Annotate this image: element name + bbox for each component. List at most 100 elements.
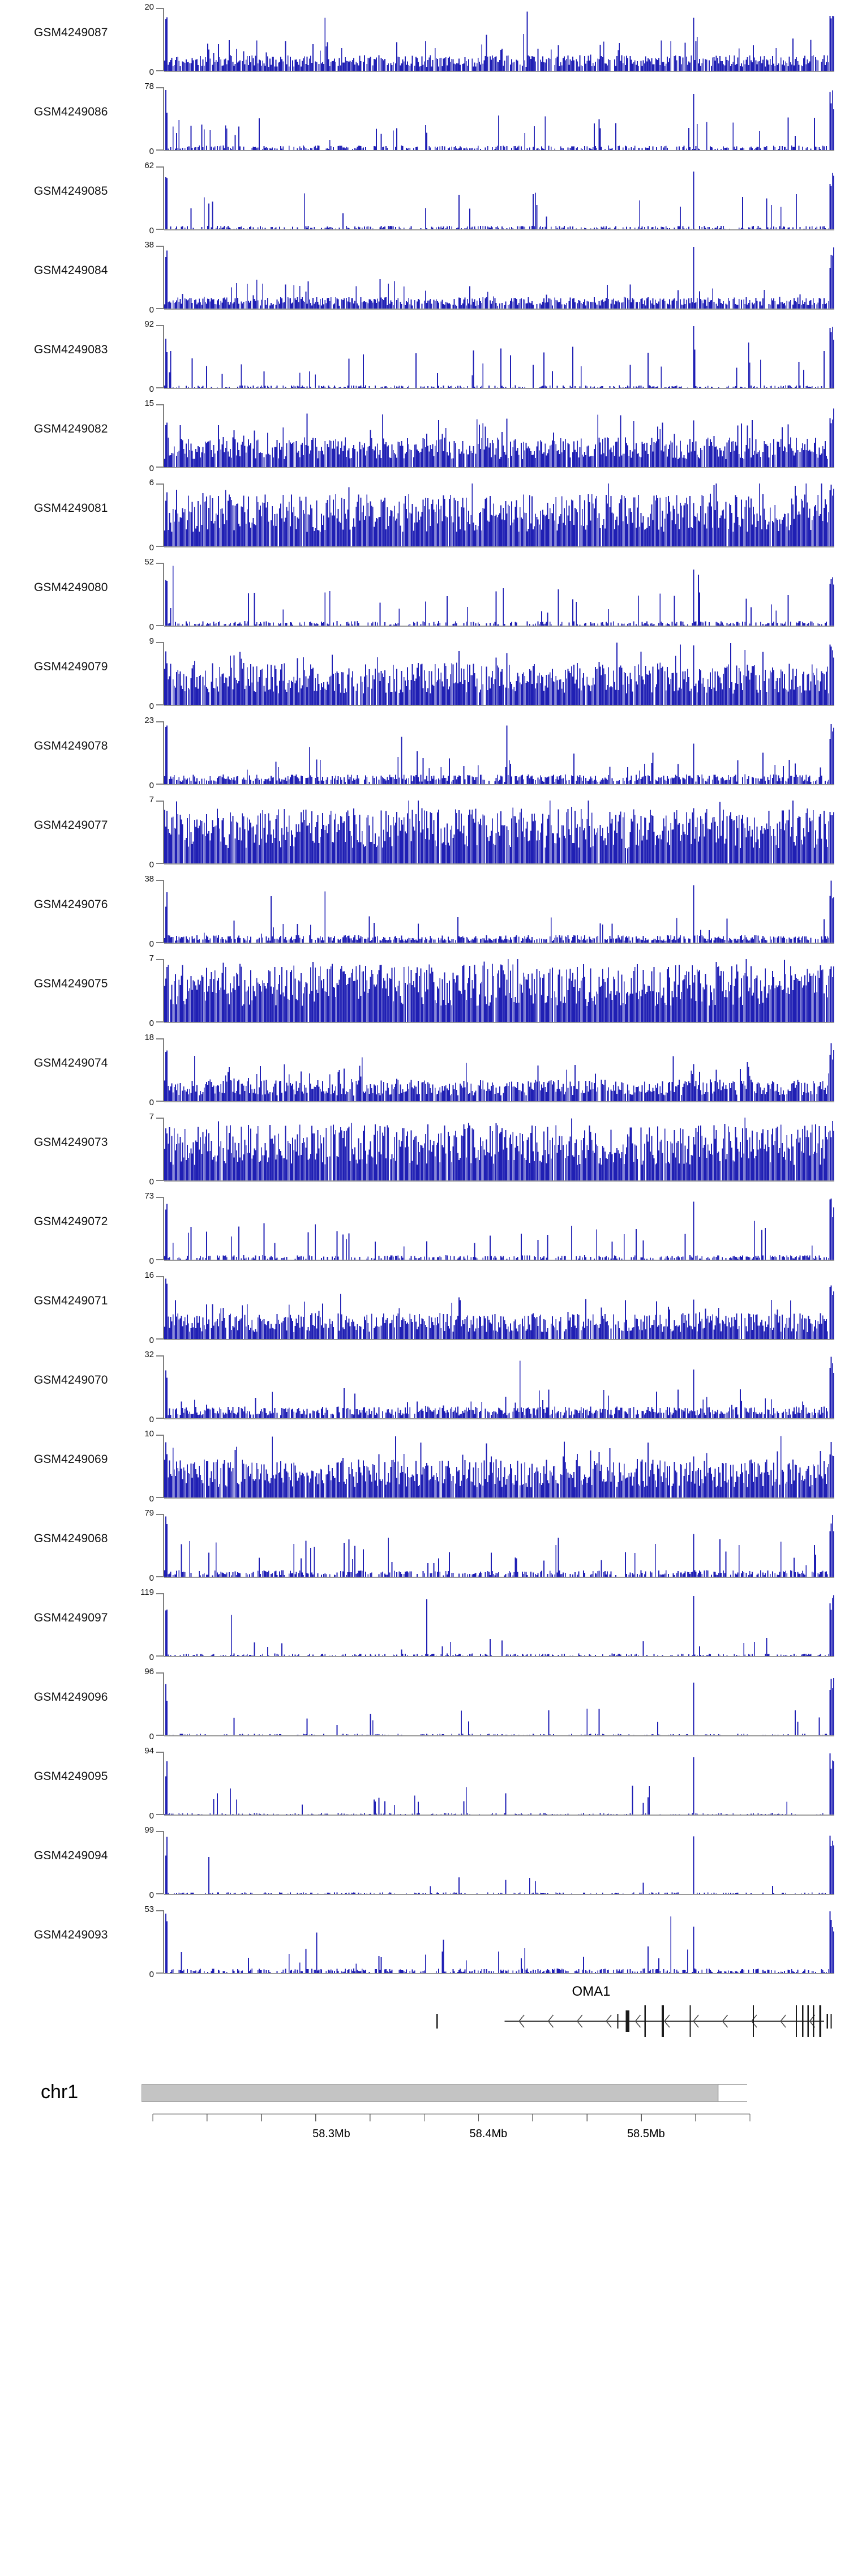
coverage-plot[interactable] (164, 959, 834, 1022)
axis-min-value: 0 (149, 1336, 154, 1345)
axis-tick-min (156, 546, 164, 547)
ruler-tick-label: 58.4Mb (469, 2128, 508, 2140)
coverage-track[interactable]: GSM4249082 15 0 (0, 396, 849, 476)
axis-max-value: 62 (144, 161, 154, 170)
track-sample-label: GSM4249069 (34, 1453, 108, 1466)
track-baseline (164, 150, 834, 151)
axis-min-value: 0 (149, 1256, 154, 1266)
axis-line (163, 1593, 164, 1657)
coverage-track[interactable]: GSM4249094 99 0 (0, 1823, 849, 1902)
coverage-track[interactable]: GSM4249096 96 0 (0, 1664, 849, 1744)
axis-line (163, 483, 164, 547)
coverage-plot[interactable] (164, 1910, 834, 1974)
track-baseline (164, 1577, 834, 1578)
coverage-plot[interactable] (164, 1831, 834, 1894)
track-sample-label: GSM4249084 (34, 264, 108, 277)
coverage-track[interactable]: GSM4249076 38 0 (0, 872, 849, 951)
coverage-plot[interactable] (164, 1038, 834, 1102)
coverage-track[interactable]: GSM4249071 16 0 (0, 1268, 849, 1347)
track-y-axis: 73 0 (144, 1191, 164, 1266)
coverage-plot[interactable] (164, 1514, 834, 1577)
track-y-axis: 38 0 (144, 240, 164, 315)
track-baseline (164, 71, 834, 72)
coverage-plot[interactable] (164, 1197, 834, 1260)
coverage-track[interactable]: GSM4249081 6 0 (0, 476, 849, 555)
coverage-plot[interactable] (164, 404, 834, 468)
coverage-track[interactable]: GSM4249073 7 0 (0, 1110, 849, 1189)
coverage-plot[interactable] (164, 1752, 834, 1815)
coverage-plot[interactable] (164, 87, 834, 151)
track-sample-label: GSM4249068 (34, 1532, 108, 1545)
axis-tick-min (156, 704, 164, 705)
track-y-axis: 23 0 (144, 716, 164, 790)
coverage-track[interactable]: GSM4249069 10 0 (0, 1427, 849, 1506)
axis-tick-min (156, 308, 164, 309)
coverage-track[interactable]: GSM4249083 92 0 (0, 317, 849, 396)
coverage-track[interactable]: GSM4249097 119 0 (0, 1585, 849, 1664)
axis-line (163, 404, 164, 468)
coverage-plot[interactable] (164, 1593, 834, 1657)
axis-min-value: 0 (149, 305, 154, 315)
coverage-plot[interactable] (164, 801, 834, 864)
axis-max-value: 94 (144, 1746, 154, 1756)
coverage-plot[interactable] (164, 166, 834, 230)
coverage-track[interactable]: GSM4249087 20 0 (0, 0, 849, 79)
coverage-plot[interactable] (164, 1276, 834, 1340)
track-sample-label: GSM4249097 (34, 1611, 108, 1624)
coverage-track[interactable]: GSM4249068 79 0 (0, 1506, 849, 1585)
coverage-plot[interactable] (164, 642, 834, 705)
track-baseline (164, 626, 834, 627)
track-y-axis: 20 0 (144, 2, 164, 77)
coverage-track[interactable]: GSM4249075 7 0 (0, 951, 849, 1030)
coverage-track[interactable]: GSM4249095 94 0 (0, 1744, 849, 1823)
track-sample-label: GSM4249087 (34, 26, 108, 39)
coverage-plot[interactable] (164, 721, 834, 785)
coverage-track[interactable]: GSM4249080 52 0 (0, 555, 849, 634)
coverage-track[interactable]: GSM4249072 73 0 (0, 1189, 849, 1268)
ruler-tick-label: 58.3Mb (312, 2128, 350, 2140)
track-y-axis: 79 0 (144, 1508, 164, 1583)
axis-line (163, 87, 164, 151)
coverage-track[interactable]: GSM4249070 32 0 (0, 1347, 849, 1427)
coverage-plot[interactable] (164, 563, 834, 626)
coverage-plot[interactable] (164, 325, 834, 388)
coverage-track[interactable]: GSM4249085 62 0 (0, 159, 849, 238)
coverage-track[interactable]: GSM4249086 78 0 (0, 79, 849, 159)
coverage-plot[interactable] (164, 483, 834, 547)
axis-min-value: 0 (149, 67, 154, 77)
track-sample-label: GSM4249078 (34, 739, 108, 752)
coverage-track[interactable]: GSM4249084 38 0 (0, 238, 849, 317)
coverage-track[interactable]: GSM4249078 23 0 (0, 713, 849, 793)
track-sample-label: GSM4249095 (34, 1770, 108, 1783)
coverage-plot[interactable] (164, 880, 834, 943)
axis-line (163, 721, 164, 785)
coverage-plot[interactable] (164, 8, 834, 71)
axis-min-value: 0 (149, 1970, 154, 1979)
axis-tick-max (156, 246, 164, 247)
track-baseline (164, 229, 834, 230)
coverage-track[interactable]: GSM4249079 9 0 (0, 634, 849, 713)
coverage-track[interactable]: GSM4249093 53 0 (0, 1902, 849, 1982)
axis-max-value: 38 (144, 874, 154, 884)
coverage-plot[interactable] (164, 246, 834, 309)
axis-tick-max (156, 1276, 164, 1277)
track-baseline (164, 1022, 834, 1023)
coverage-plot[interactable] (164, 1672, 834, 1736)
axis-tick-min (156, 1021, 164, 1022)
coverage-track[interactable]: GSM4249074 18 0 (0, 1030, 849, 1110)
axis-tick-max (156, 1355, 164, 1357)
axis-tick-min (156, 70, 164, 71)
coverage-plot[interactable] (164, 1355, 834, 1419)
axis-line (163, 1038, 164, 1102)
axis-tick-min (156, 1338, 164, 1340)
coverage-plot[interactable] (164, 1118, 834, 1181)
axis-line (163, 1752, 164, 1815)
coverage-track[interactable]: GSM4249077 7 0 (0, 793, 849, 872)
axis-line (163, 1910, 164, 1974)
ruler-tick-label: 58.5Mb (627, 2128, 665, 2140)
axis-line (163, 166, 164, 230)
axis-max-value: 53 (144, 1905, 154, 1914)
coverage-plot[interactable] (164, 1435, 834, 1498)
axis-min-value: 0 (149, 860, 154, 870)
